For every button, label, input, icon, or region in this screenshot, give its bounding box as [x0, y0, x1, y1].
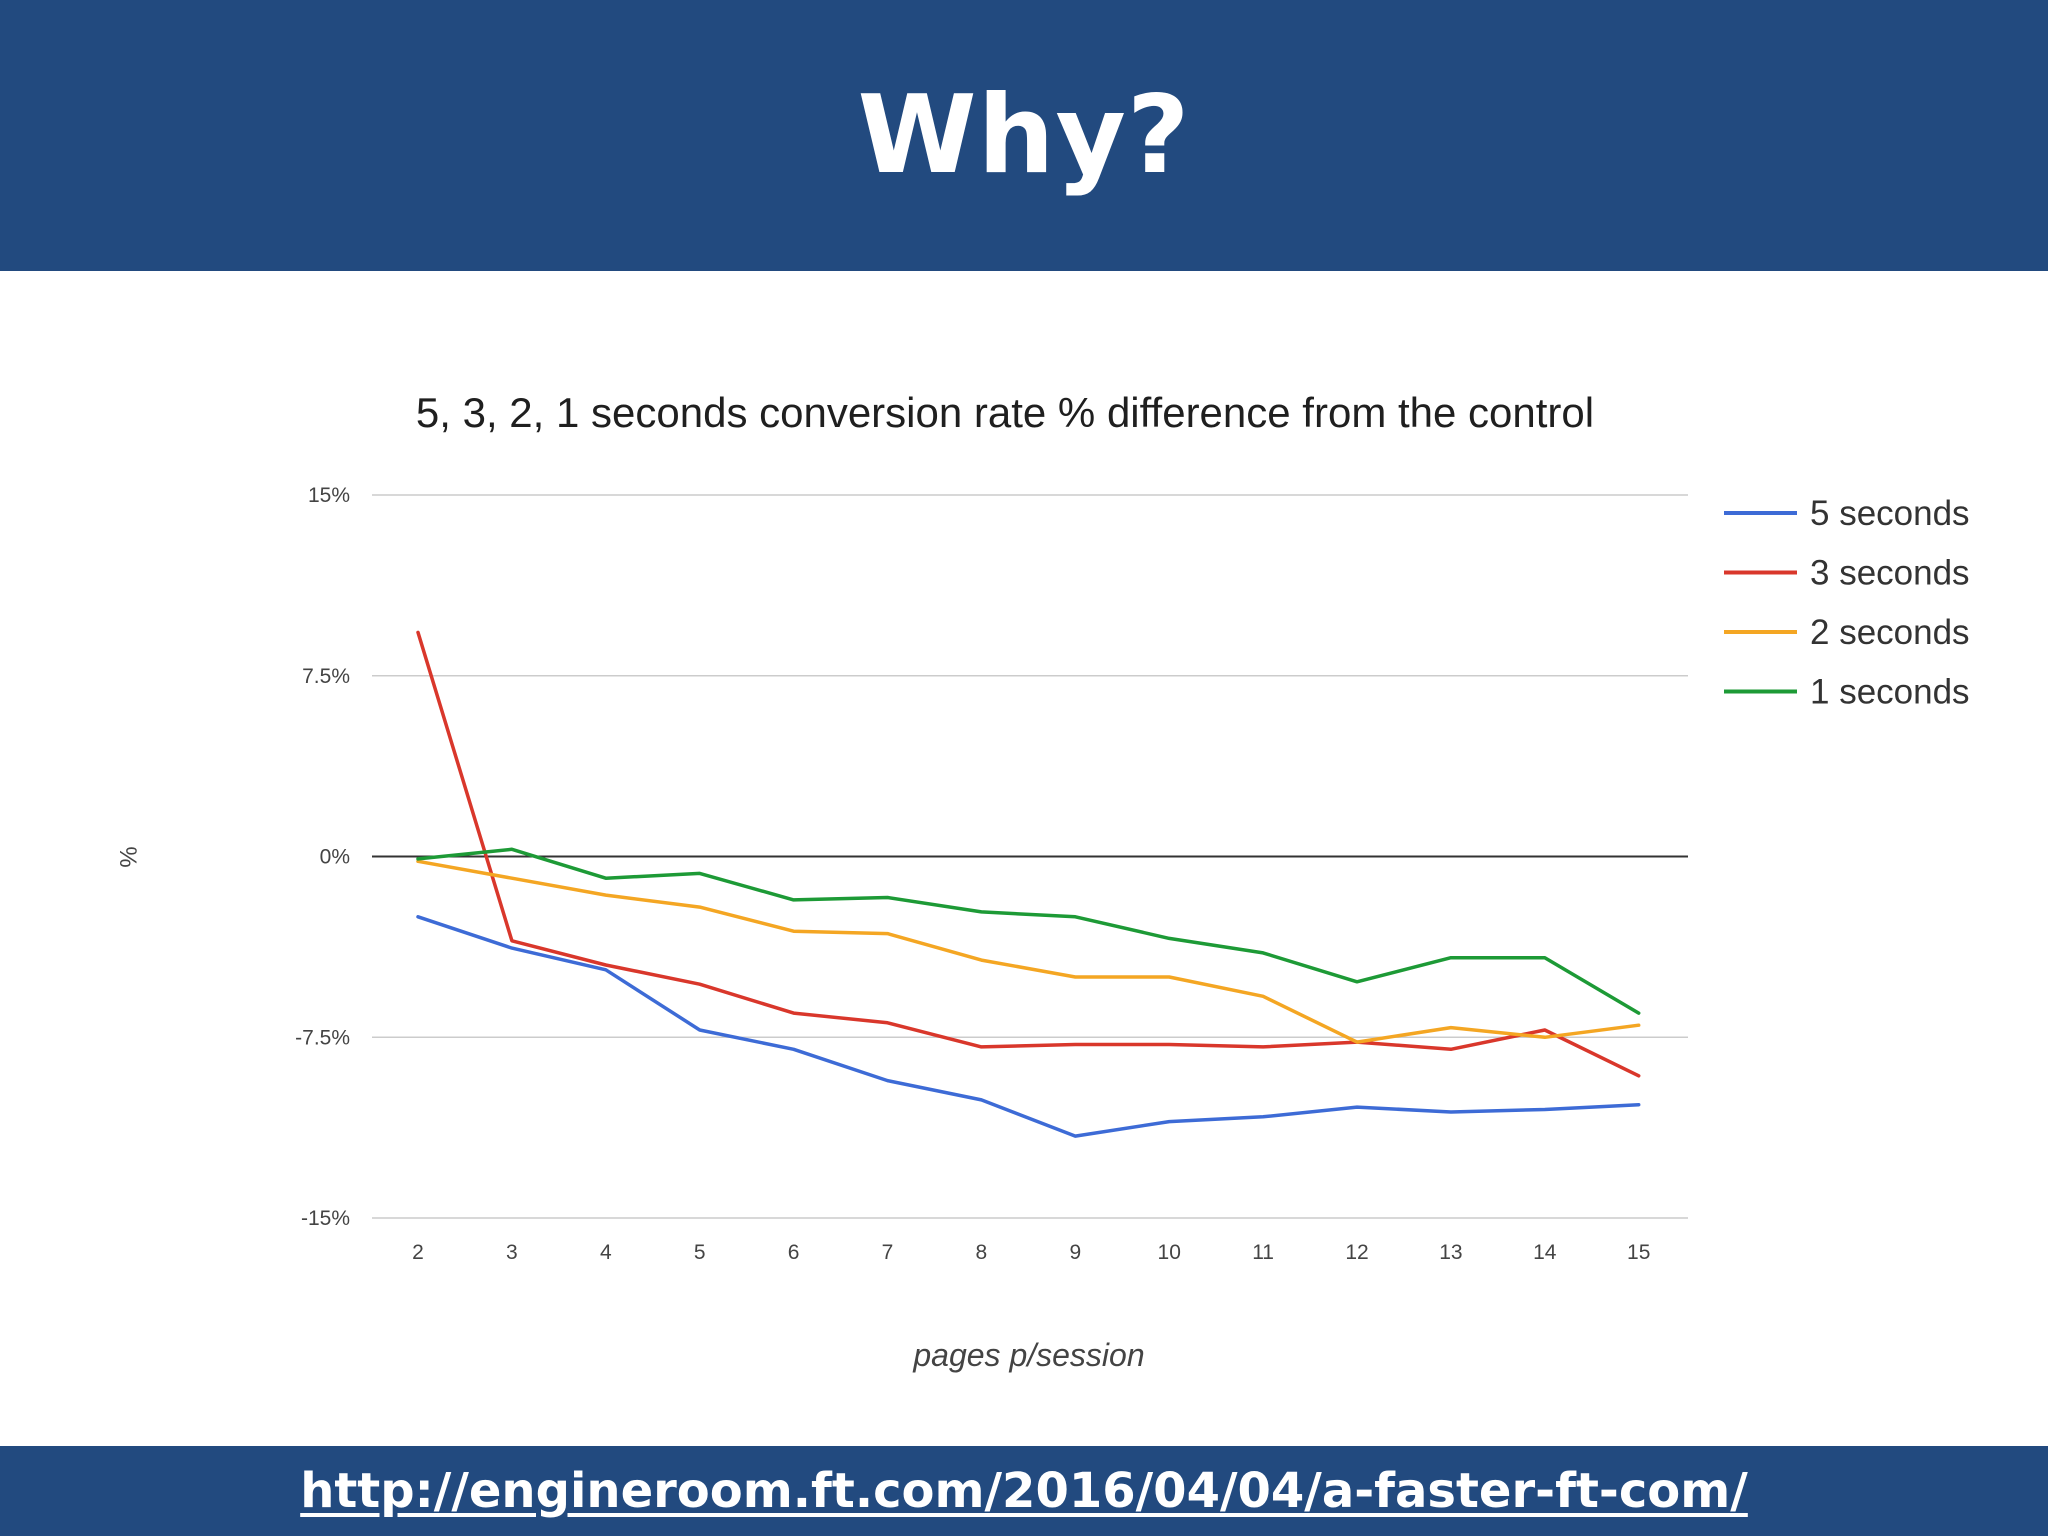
- data-point-1-seconds: [1167, 936, 1171, 940]
- legend-label: 1 seconds: [1810, 673, 1970, 712]
- series-line-2-seconds: [416, 859, 1641, 1044]
- data-point-3-seconds: [1073, 1042, 1077, 1046]
- x-tick-label: 10: [1158, 1241, 1181, 1264]
- data-point-1-seconds: [1073, 915, 1077, 919]
- data-point-2-seconds: [886, 932, 890, 936]
- x-axis-ticks: 2 3 4 5 6 7 8 9 10 11 12 13 14 15: [412, 1241, 1650, 1264]
- y-tick-label: 0%: [320, 846, 350, 869]
- series-lines: [416, 630, 1641, 1138]
- data-point-1-seconds: [1637, 1011, 1641, 1015]
- data-point-5-seconds: [1355, 1105, 1359, 1109]
- data-point-2-seconds: [1449, 1026, 1453, 1030]
- data-point-5-seconds: [1073, 1134, 1077, 1138]
- legend: 5 seconds 3 seconds 2 seconds 1 seconds: [1724, 494, 1970, 712]
- x-tick-label: 2: [412, 1241, 424, 1264]
- data-point-5-seconds: [416, 915, 420, 919]
- data-point-1-seconds: [1449, 956, 1453, 960]
- data-point-2-seconds: [1543, 1035, 1547, 1039]
- gridlines: [372, 494, 1688, 1219]
- title-band: [0, 0, 2048, 271]
- data-point-3-seconds: [1261, 1045, 1265, 1049]
- y-tick-label: 7.5%: [302, 665, 350, 688]
- legend-label: 2 seconds: [1810, 613, 1970, 652]
- data-point-2-seconds: [1261, 994, 1265, 998]
- source-link[interactable]: http://engineroom.ft.com/2016/04/04/a-fa…: [300, 1463, 1748, 1519]
- data-point-5-seconds: [886, 1079, 890, 1083]
- data-point-5-seconds: [792, 1047, 796, 1051]
- x-tick-label: 12: [1345, 1241, 1368, 1264]
- data-point-3-seconds: [510, 939, 514, 943]
- x-tick-label: 7: [882, 1241, 894, 1264]
- x-axis-label: pages p/session: [912, 1337, 1144, 1373]
- x-tick-label: 11: [1252, 1241, 1274, 1264]
- data-point-1-seconds: [1355, 980, 1359, 984]
- data-point-5-seconds: [1637, 1103, 1641, 1107]
- slide-title: Why?: [857, 73, 1191, 198]
- x-tick-label: 4: [600, 1241, 612, 1264]
- data-point-3-seconds: [1449, 1047, 1453, 1051]
- series-line-1-seconds: [416, 847, 1641, 1015]
- x-tick-label: 6: [788, 1241, 800, 1264]
- series-line-5-seconds: [416, 915, 1641, 1138]
- legend-label: 3 seconds: [1810, 554, 1970, 593]
- data-point-2-seconds: [1167, 975, 1171, 979]
- data-point-3-seconds: [1637, 1074, 1641, 1078]
- data-point-2-seconds: [1637, 1023, 1641, 1027]
- data-point-2-seconds: [604, 893, 608, 897]
- y-tick-label: -7.5%: [295, 1026, 350, 1049]
- data-point-1-seconds: [792, 898, 796, 902]
- data-point-2-seconds: [510, 876, 514, 880]
- data-point-3-seconds: [698, 982, 702, 986]
- y-tick-label: -15%: [301, 1207, 350, 1230]
- data-point-5-seconds: [1261, 1115, 1265, 1119]
- chart-title: 5, 3, 2, 1 seconds conversion rate % dif…: [416, 389, 1594, 436]
- y-axis-label: %: [114, 846, 141, 867]
- data-point-5-seconds: [698, 1028, 702, 1032]
- source-band: http://engineroom.ft.com/2016/04/04/a-fa…: [0, 1446, 2048, 1536]
- x-tick-label: 8: [976, 1241, 988, 1264]
- data-point-5-seconds: [1167, 1120, 1171, 1124]
- data-point-3-seconds: [1543, 1028, 1547, 1032]
- data-point-2-seconds: [698, 905, 702, 909]
- x-tick-label: 13: [1439, 1241, 1462, 1264]
- x-tick-label: 14: [1533, 1241, 1557, 1264]
- x-tick-label: 3: [506, 1241, 518, 1264]
- data-point-1-seconds: [698, 871, 702, 875]
- data-point-3-seconds: [792, 1011, 796, 1015]
- data-point-3-seconds: [416, 630, 420, 634]
- data-point-1-seconds: [604, 876, 608, 880]
- data-point-5-seconds: [1543, 1108, 1547, 1112]
- data-point-3-seconds: [1167, 1042, 1171, 1046]
- data-point-5-seconds: [1449, 1110, 1453, 1114]
- x-tick-label: 15: [1627, 1241, 1650, 1264]
- x-tick-label: 5: [694, 1241, 706, 1264]
- line-chart: 5, 3, 2, 1 seconds conversion rate % dif…: [114, 389, 1970, 1373]
- data-point-1-seconds: [1261, 951, 1265, 955]
- y-tick-label: 15%: [308, 484, 350, 507]
- legend-label: 5 seconds: [1810, 494, 1970, 533]
- y-axis-ticks: 15% 7.5% 0% -7.5% -15%: [295, 484, 350, 1230]
- series-line-3-seconds: [416, 630, 1641, 1078]
- data-point-1-seconds: [416, 857, 420, 861]
- data-point-2-seconds: [1073, 975, 1077, 979]
- data-point-3-seconds: [979, 1045, 983, 1049]
- data-point-1-seconds: [979, 910, 983, 914]
- data-point-1-seconds: [1543, 956, 1547, 960]
- x-tick-label: 9: [1069, 1241, 1081, 1264]
- data-point-5-seconds: [604, 968, 608, 972]
- data-point-2-seconds: [979, 958, 983, 962]
- data-point-2-seconds: [792, 929, 796, 933]
- data-point-5-seconds: [979, 1098, 983, 1102]
- data-point-2-seconds: [1355, 1040, 1359, 1044]
- data-point-5-seconds: [510, 946, 514, 950]
- data-point-1-seconds: [510, 847, 514, 851]
- data-point-3-seconds: [886, 1021, 890, 1025]
- data-point-3-seconds: [604, 963, 608, 967]
- data-point-1-seconds: [886, 895, 890, 899]
